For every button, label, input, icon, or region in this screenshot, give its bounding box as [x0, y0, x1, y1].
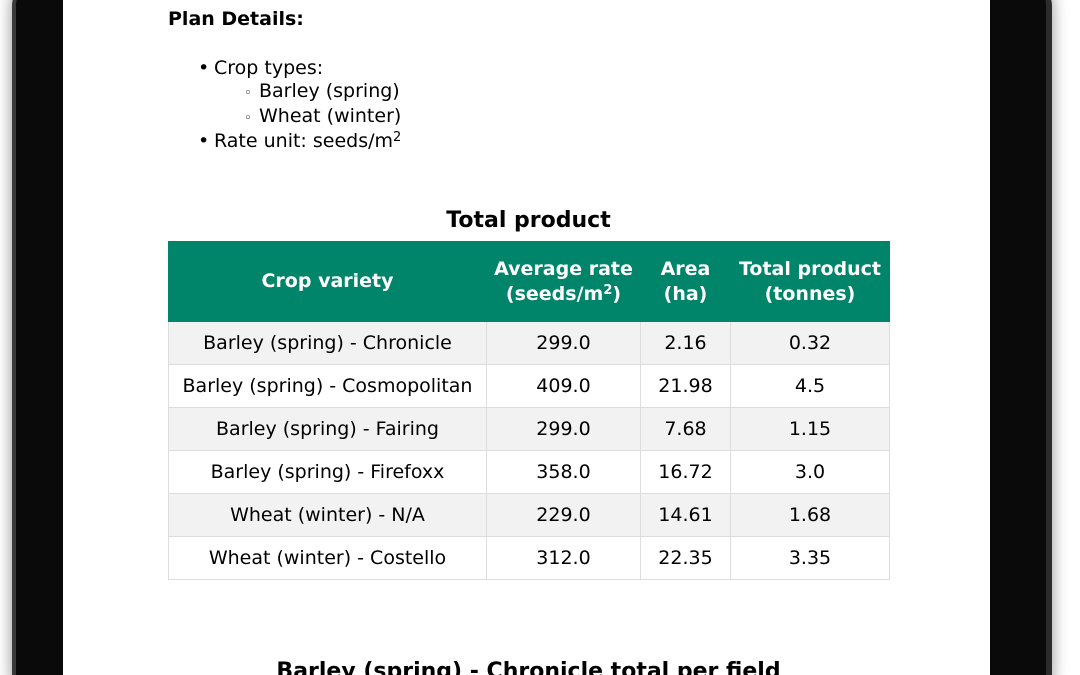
list-item-crop-type: ◦ Barley (spring)	[198, 80, 401, 105]
table-header-row: Crop variety Average rate (seeds/m2) Are…	[168, 241, 890, 322]
cell-area: 16.72	[640, 450, 731, 494]
cell-crop-variety: Wheat (winter) - Costello	[168, 536, 487, 580]
list-item-rate-unit: • Rate unit: seeds/m2	[198, 130, 401, 153]
bullet-icon: •	[198, 130, 210, 152]
cell-total-product: 3.35	[730, 536, 890, 580]
cell-area: 7.68	[640, 407, 731, 451]
plan-details-list: • Crop types: ◦ Barley (spring) ◦ Wheat …	[198, 57, 401, 153]
cell-crop-variety: Barley (spring) - Chronicle	[168, 321, 487, 365]
cell-average-rate: 299.0	[486, 407, 641, 451]
cell-total-product: 1.68	[730, 493, 890, 537]
cell-crop-variety: Barley (spring) - Firefoxx	[168, 450, 487, 494]
cell-average-rate: 229.0	[486, 493, 641, 537]
header-crop-variety: Crop variety	[168, 241, 487, 322]
cell-area: 2.16	[640, 321, 731, 365]
crop-types-label: Crop types:	[214, 57, 324, 79]
cell-average-rate: 312.0	[486, 536, 641, 580]
document-screen[interactable]: Plan Details: • Crop types: ◦ Barley (sp…	[63, 0, 990, 675]
plan-details-heading: Plan Details:	[168, 8, 304, 30]
crop-type-label: Barley (spring)	[259, 80, 400, 102]
list-item-crop-type: ◦ Wheat (winter)	[198, 105, 401, 130]
cell-total-product: 3.0	[730, 450, 890, 494]
cell-average-rate: 358.0	[486, 450, 641, 494]
cell-total-product: 1.15	[730, 407, 890, 451]
cell-total-product: 0.32	[730, 321, 890, 365]
cell-crop-variety: Wheat (winter) - N/A	[168, 493, 487, 537]
table-row: Wheat (winter) - Costello 312.0 22.35 3.…	[168, 536, 890, 580]
circle-bullet-icon: ◦	[244, 111, 252, 126]
cell-area: 22.35	[640, 536, 731, 580]
header-average-rate: Average rate (seeds/m2)	[486, 241, 641, 322]
table-title: Total product	[446, 208, 611, 233]
header-total-product: Total product (tonnes)	[730, 241, 890, 322]
cell-area: 14.61	[640, 493, 731, 537]
cell-crop-variety: Barley (spring) - Cosmopolitan	[168, 364, 487, 408]
rate-unit-label: Rate unit: seeds/m2	[214, 130, 402, 152]
cell-average-rate: 409.0	[486, 364, 641, 408]
crop-type-label: Wheat (winter)	[259, 105, 402, 127]
total-product-table: Crop variety Average rate (seeds/m2) Are…	[168, 241, 890, 580]
bullet-icon: •	[198, 57, 210, 79]
cell-total-product: 4.5	[730, 364, 890, 408]
table-row: Barley (spring) - Fairing 299.0 7.68 1.1…	[168, 407, 890, 451]
cell-average-rate: 299.0	[486, 321, 641, 365]
list-item-crop-types: • Crop types:	[198, 57, 401, 80]
cell-crop-variety: Barley (spring) - Fairing	[168, 407, 487, 451]
header-area: Area (ha)	[640, 241, 731, 322]
table-row: Barley (spring) - Firefoxx 358.0 16.72 3…	[168, 450, 890, 494]
table-row: Barley (spring) - Cosmopolitan 409.0 21.…	[168, 364, 890, 408]
cell-area: 21.98	[640, 364, 731, 408]
table-row: Barley (spring) - Chronicle 299.0 2.16 0…	[168, 321, 890, 365]
table-row: Wheat (winter) - N/A 229.0 14.61 1.68	[168, 493, 890, 537]
circle-bullet-icon: ◦	[244, 86, 252, 101]
next-section-title: Barley (spring) - Chronicle total per fi…	[276, 659, 781, 675]
